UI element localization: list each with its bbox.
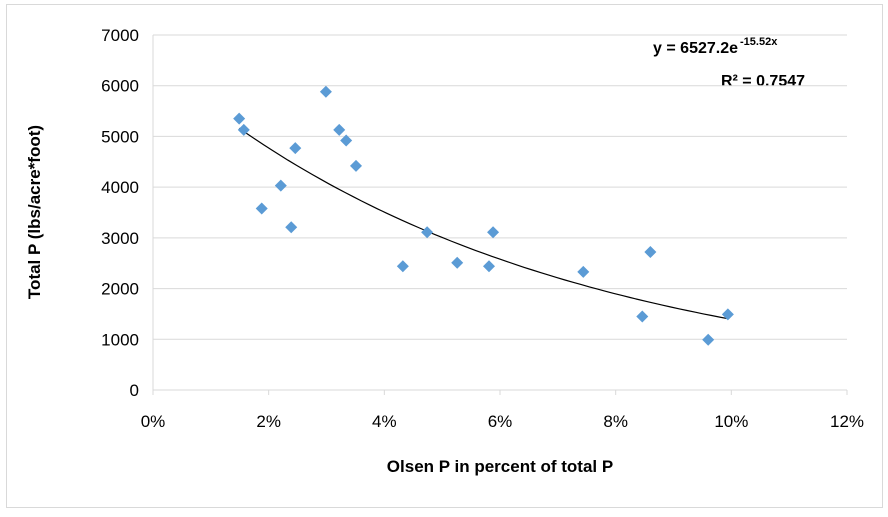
equation-exponent: -15.52x [740, 36, 778, 48]
y-axis-title: Total P (lbs/acre*foot) [25, 125, 44, 299]
data-point [319, 85, 332, 98]
y-tick-label: 6000 [101, 77, 139, 96]
x-tick-label: 10% [714, 412, 748, 431]
data-point [421, 226, 434, 239]
x-tick-label: 4% [372, 412, 397, 431]
x-tick-label: 2% [256, 412, 281, 431]
y-tick-label: 4000 [101, 178, 139, 197]
data-point [721, 308, 734, 321]
x-axis-title: Olsen P in percent of total P [387, 457, 613, 476]
y-tick-label: 2000 [101, 280, 139, 299]
trend-equation: y = 6527.2e [653, 40, 738, 57]
data-point [274, 179, 287, 192]
y-tick-label: 5000 [101, 127, 139, 146]
data-point [487, 226, 500, 239]
data-point [636, 310, 649, 323]
data-point [333, 123, 346, 136]
data-point [285, 221, 298, 234]
data-point [340, 134, 353, 147]
data-point [644, 246, 657, 259]
data-point [396, 260, 409, 273]
data-point [702, 333, 715, 346]
data-point [233, 112, 246, 125]
y-tick-label: 1000 [101, 330, 139, 349]
data-point [577, 265, 590, 278]
data-point [289, 142, 302, 155]
data-point [451, 256, 464, 269]
r-squared: R² = 0.7547 [721, 73, 805, 90]
x-tick-label: 8% [603, 412, 628, 431]
equation-base: y = 6527.2e [653, 40, 738, 57]
data-point [255, 202, 268, 215]
y-tick-label: 0 [130, 381, 139, 400]
x-tick-label: 0% [141, 412, 166, 431]
y-tick-label: 3000 [101, 229, 139, 248]
data-point [237, 123, 250, 136]
data-point [483, 260, 496, 273]
trendline [238, 127, 729, 320]
x-tick-label: 12% [830, 412, 864, 431]
y-tick-label: 7000 [101, 26, 139, 45]
x-tick-label: 6% [488, 412, 513, 431]
data-point [349, 159, 362, 172]
